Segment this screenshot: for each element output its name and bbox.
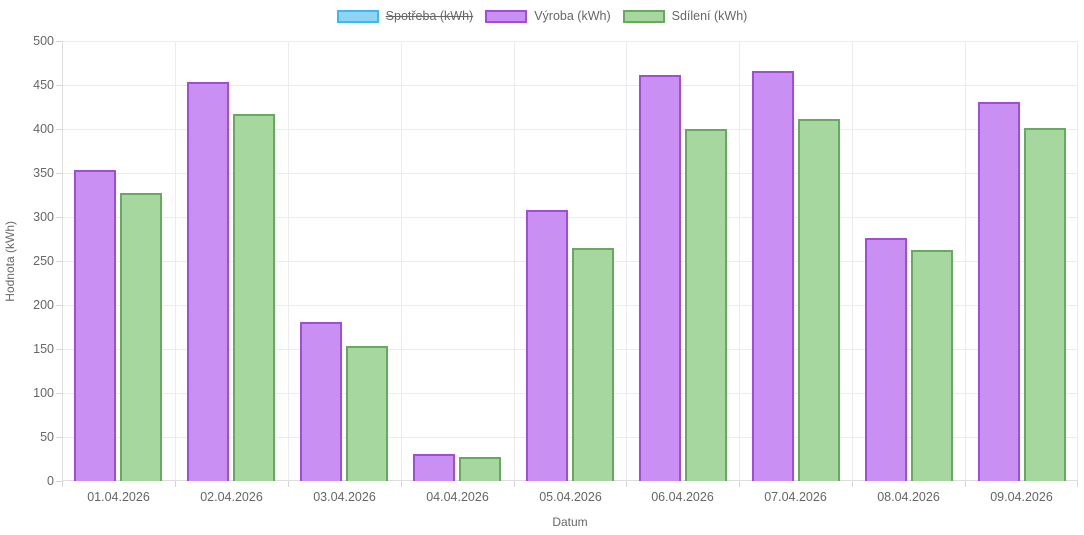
legend-label: Sdílení (kWh) (671, 9, 748, 23)
x-tick-label: 06.04.2026 (651, 490, 714, 504)
y-tick-mark (56, 305, 62, 306)
bar-výroba-03.04.2026 (300, 322, 342, 481)
y-tick-label: 50 (40, 430, 54, 444)
x-tick-mark (1077, 481, 1078, 487)
bar-výroba-01.04.2026 (74, 170, 116, 481)
gridline-horizontal (62, 305, 1078, 306)
x-tick-label: 07.04.2026 (764, 490, 827, 504)
gridline-horizontal (62, 41, 1078, 42)
y-tick-mark (56, 129, 62, 130)
x-tick-mark (401, 481, 402, 487)
x-tick-mark (288, 481, 289, 487)
legend-item-1[interactable]: Spotřeba (kWh) (336, 9, 474, 23)
legend-swatch-icon (622, 9, 665, 23)
y-tick-label: 150 (33, 342, 54, 356)
y-tick-label: 400 (33, 122, 54, 136)
x-tick-label: 05.04.2026 (539, 490, 602, 504)
gridline-vertical (401, 41, 402, 481)
y-axis-line (62, 41, 63, 481)
legend-item-3[interactable]: Sdílení (kWh) (622, 9, 748, 23)
y-tick-mark (56, 437, 62, 438)
bar-sdílení-04.04.2026 (459, 457, 501, 481)
x-tick-mark (626, 481, 627, 487)
y-tick-label: 0 (47, 474, 54, 488)
gridline-vertical (1077, 41, 1078, 481)
y-tick-mark (56, 393, 62, 394)
bar-sdílení-02.04.2026 (233, 114, 275, 481)
bar-výroba-08.04.2026 (865, 238, 907, 481)
y-tick-mark (56, 261, 62, 262)
x-tick-mark (852, 481, 853, 487)
x-tick-mark (175, 481, 176, 487)
chart-legend: Spotřeba (kWh) Výroba (kWh) Sdílení (kWh) (0, 9, 1084, 23)
bar-výroba-04.04.2026 (413, 454, 455, 481)
bar-výroba-05.04.2026 (526, 210, 568, 481)
gridline-horizontal (62, 437, 1078, 438)
bar-výroba-09.04.2026 (978, 102, 1020, 481)
bar-sdílení-09.04.2026 (1024, 128, 1066, 481)
bar-sdílení-05.04.2026 (572, 248, 614, 481)
gridline-horizontal (62, 261, 1078, 262)
legend-item-2[interactable]: Výroba (kWh) (485, 9, 611, 23)
gridline-vertical (852, 41, 853, 481)
bar-výroba-07.04.2026 (752, 71, 794, 481)
x-axis-title: Datum (552, 515, 588, 529)
gridline-vertical (175, 41, 176, 481)
x-tick-mark (739, 481, 740, 487)
y-tick-mark (56, 85, 62, 86)
y-tick-mark (56, 41, 62, 42)
x-axis-line (62, 480, 1078, 481)
legend-swatch-icon (336, 9, 379, 23)
x-tick-label: 01.04.2026 (87, 490, 150, 504)
bar-sdílení-01.04.2026 (120, 193, 162, 481)
plot-area (56, 41, 1078, 487)
gridline-horizontal (62, 85, 1078, 86)
y-tick-label: 500 (33, 34, 54, 48)
x-tick-label: 09.04.2026 (990, 490, 1053, 504)
legend-label: Výroba (kWh) (534, 9, 611, 23)
y-tick-mark (56, 481, 62, 482)
gridline-horizontal (62, 393, 1078, 394)
gridline-vertical (965, 41, 966, 481)
y-tick-mark (56, 217, 62, 218)
y-tick-mark (56, 173, 62, 174)
x-tick-mark (965, 481, 966, 487)
x-tick-mark (62, 481, 63, 487)
bar-sdílení-03.04.2026 (346, 346, 388, 481)
x-tick-label: 04.04.2026 (426, 490, 489, 504)
y-tick-mark (56, 349, 62, 350)
y-tick-label: 450 (33, 78, 54, 92)
bar-sdílení-06.04.2026 (685, 129, 727, 481)
bar-výroba-02.04.2026 (187, 82, 229, 481)
gridline-horizontal (62, 349, 1078, 350)
legend-swatch-icon (485, 9, 528, 23)
y-tick-label: 350 (33, 166, 54, 180)
bar-výroba-06.04.2026 (639, 75, 681, 481)
gridline-vertical (626, 41, 627, 481)
legend-label: Spotřeba (kWh) (385, 9, 474, 23)
y-tick-label: 250 (33, 254, 54, 268)
y-tick-label: 100 (33, 386, 54, 400)
gridline-vertical (739, 41, 740, 481)
gridline-horizontal (62, 129, 1078, 130)
x-tick-label: 02.04.2026 (200, 490, 263, 504)
x-tick-label: 08.04.2026 (877, 490, 940, 504)
y-tick-label: 200 (33, 298, 54, 312)
bar-sdílení-08.04.2026 (911, 250, 953, 481)
y-tick-label: 300 (33, 210, 54, 224)
gridline-horizontal (62, 173, 1078, 174)
bar-sdílení-07.04.2026 (798, 119, 840, 481)
gridline-vertical (288, 41, 289, 481)
x-tick-mark (514, 481, 515, 487)
gridline-vertical (514, 41, 515, 481)
x-tick-label: 03.04.2026 (313, 490, 376, 504)
gridline-horizontal (62, 217, 1078, 218)
